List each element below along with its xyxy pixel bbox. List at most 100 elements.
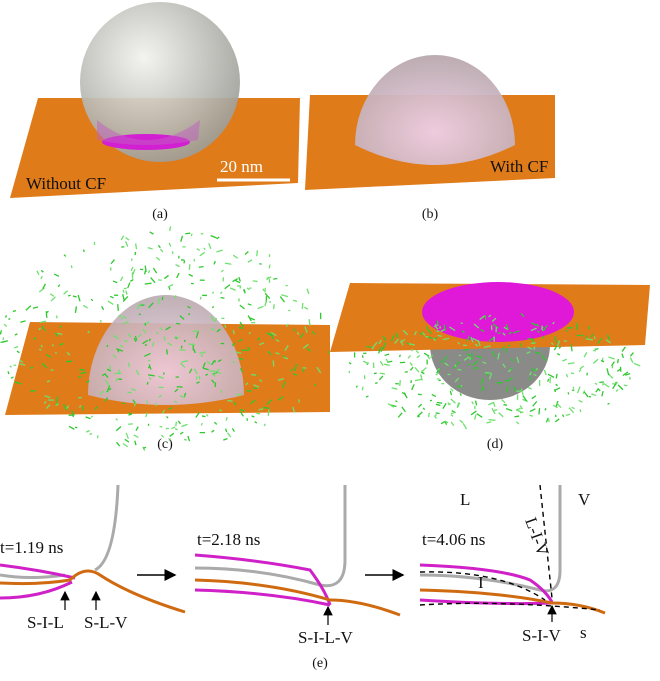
flow-arrow bbox=[428, 356, 430, 359]
flow-arrow bbox=[240, 305, 245, 309]
flow-arrow bbox=[450, 391, 451, 395]
flow-arrow bbox=[239, 328, 244, 329]
flow-arrow bbox=[69, 426, 74, 429]
flow-arrow bbox=[4, 324, 7, 326]
flow-arrow bbox=[46, 311, 47, 318]
panel-label: (e) bbox=[312, 656, 328, 671]
flow-arrow bbox=[41, 276, 42, 279]
flow-arrow bbox=[476, 401, 477, 406]
flow-arrow bbox=[239, 277, 240, 281]
flow-arrow bbox=[557, 353, 560, 355]
panel-d: (d) bbox=[330, 282, 650, 452]
flow-arrow bbox=[463, 423, 466, 429]
flow-arrow bbox=[227, 401, 232, 402]
flow-arrow bbox=[548, 379, 549, 382]
flow-arrow bbox=[13, 311, 16, 312]
flow-arrow bbox=[6, 315, 7, 317]
flow-arrow bbox=[75, 306, 76, 313]
flow-arrow bbox=[477, 414, 482, 418]
flow-arrow bbox=[220, 292, 222, 294]
flow-arrow bbox=[596, 389, 599, 393]
flow-arrow bbox=[223, 438, 227, 440]
flow-arrow bbox=[604, 384, 609, 387]
flow-arrow bbox=[108, 301, 113, 304]
flow-arrow bbox=[123, 443, 128, 446]
time-label: t=4.06 ns bbox=[422, 530, 485, 549]
flow-arrow bbox=[556, 374, 557, 379]
flow-arrow bbox=[520, 412, 523, 413]
flow-arrow bbox=[116, 378, 117, 381]
flow-arrow bbox=[136, 244, 137, 250]
flow-arrow bbox=[416, 350, 418, 353]
flow-arrow bbox=[230, 288, 236, 290]
panel-text: With CF bbox=[490, 157, 548, 176]
flow-arrow bbox=[622, 354, 623, 358]
flow-arrow bbox=[199, 267, 204, 268]
flow-arrow bbox=[225, 263, 231, 264]
panel-b: With CF (b) bbox=[305, 55, 555, 222]
flow-arrow bbox=[126, 237, 130, 240]
flow-arrow bbox=[188, 344, 195, 345]
flow-arrow bbox=[133, 269, 135, 274]
flow-arrow bbox=[111, 260, 114, 264]
flow-arrow bbox=[212, 292, 213, 294]
flow-arrow bbox=[216, 250, 222, 252]
flow-arrow bbox=[153, 268, 156, 273]
flow-arrow bbox=[107, 345, 108, 347]
flow-arrow bbox=[233, 330, 234, 334]
flow-arrow bbox=[185, 233, 190, 234]
flow-arrow bbox=[634, 363, 640, 366]
flow-arrow bbox=[214, 422, 217, 424]
flow-arrow bbox=[201, 423, 202, 425]
flow-arrow bbox=[178, 421, 180, 424]
flow-arrow bbox=[362, 387, 363, 391]
flow-arrow bbox=[226, 429, 227, 432]
flow-arrow bbox=[595, 349, 599, 350]
flow-arrow bbox=[176, 422, 177, 427]
flow-arrow bbox=[171, 427, 175, 429]
flow-arrow bbox=[624, 385, 627, 386]
flow-arrow bbox=[131, 267, 133, 271]
flow-arrow bbox=[128, 283, 130, 289]
flow-arrow bbox=[506, 409, 512, 411]
flow-arrow bbox=[460, 393, 461, 395]
flow-arrow bbox=[200, 252, 205, 256]
flow-arrow bbox=[225, 285, 230, 289]
flow-arrow bbox=[503, 405, 506, 406]
flow-arrow bbox=[148, 248, 153, 249]
flow-arrow bbox=[226, 417, 227, 420]
flow-arrow bbox=[281, 295, 288, 297]
flow-arrow bbox=[175, 401, 177, 402]
flow-arrow bbox=[356, 386, 357, 388]
flow-arrow bbox=[3, 337, 4, 340]
flow-arrow bbox=[214, 261, 215, 264]
flow-arrow bbox=[424, 353, 429, 356]
flow-arrow bbox=[151, 278, 155, 283]
flow-arrow bbox=[622, 347, 625, 352]
flow-arrow bbox=[263, 289, 264, 291]
flow-arrow bbox=[443, 403, 446, 408]
flow-arrow bbox=[118, 304, 119, 311]
flow-arrow bbox=[286, 285, 288, 286]
annotation: L-I-V bbox=[521, 515, 553, 559]
flow-arrow bbox=[379, 376, 383, 380]
flow-arrow bbox=[399, 355, 400, 357]
flow-arrow bbox=[201, 354, 202, 357]
flow-arrow bbox=[189, 264, 190, 269]
flow-arrow bbox=[415, 368, 419, 373]
flow-arrow bbox=[436, 404, 441, 405]
flow-arrow bbox=[135, 441, 136, 445]
flow-arrow bbox=[533, 401, 537, 406]
flow-arrow bbox=[145, 283, 152, 284]
flow-arrow bbox=[258, 306, 264, 308]
flow-arrow bbox=[556, 384, 558, 385]
flow-arrow bbox=[436, 413, 440, 414]
flow-arrow bbox=[437, 321, 438, 325]
flow-arrow bbox=[555, 419, 559, 422]
flow-arrow bbox=[268, 409, 269, 415]
flow-arrow bbox=[472, 402, 474, 405]
flow-arrow bbox=[102, 306, 104, 309]
flow-arrow bbox=[400, 380, 401, 386]
flow-arrow bbox=[86, 417, 91, 419]
flow-arrow bbox=[273, 279, 277, 280]
